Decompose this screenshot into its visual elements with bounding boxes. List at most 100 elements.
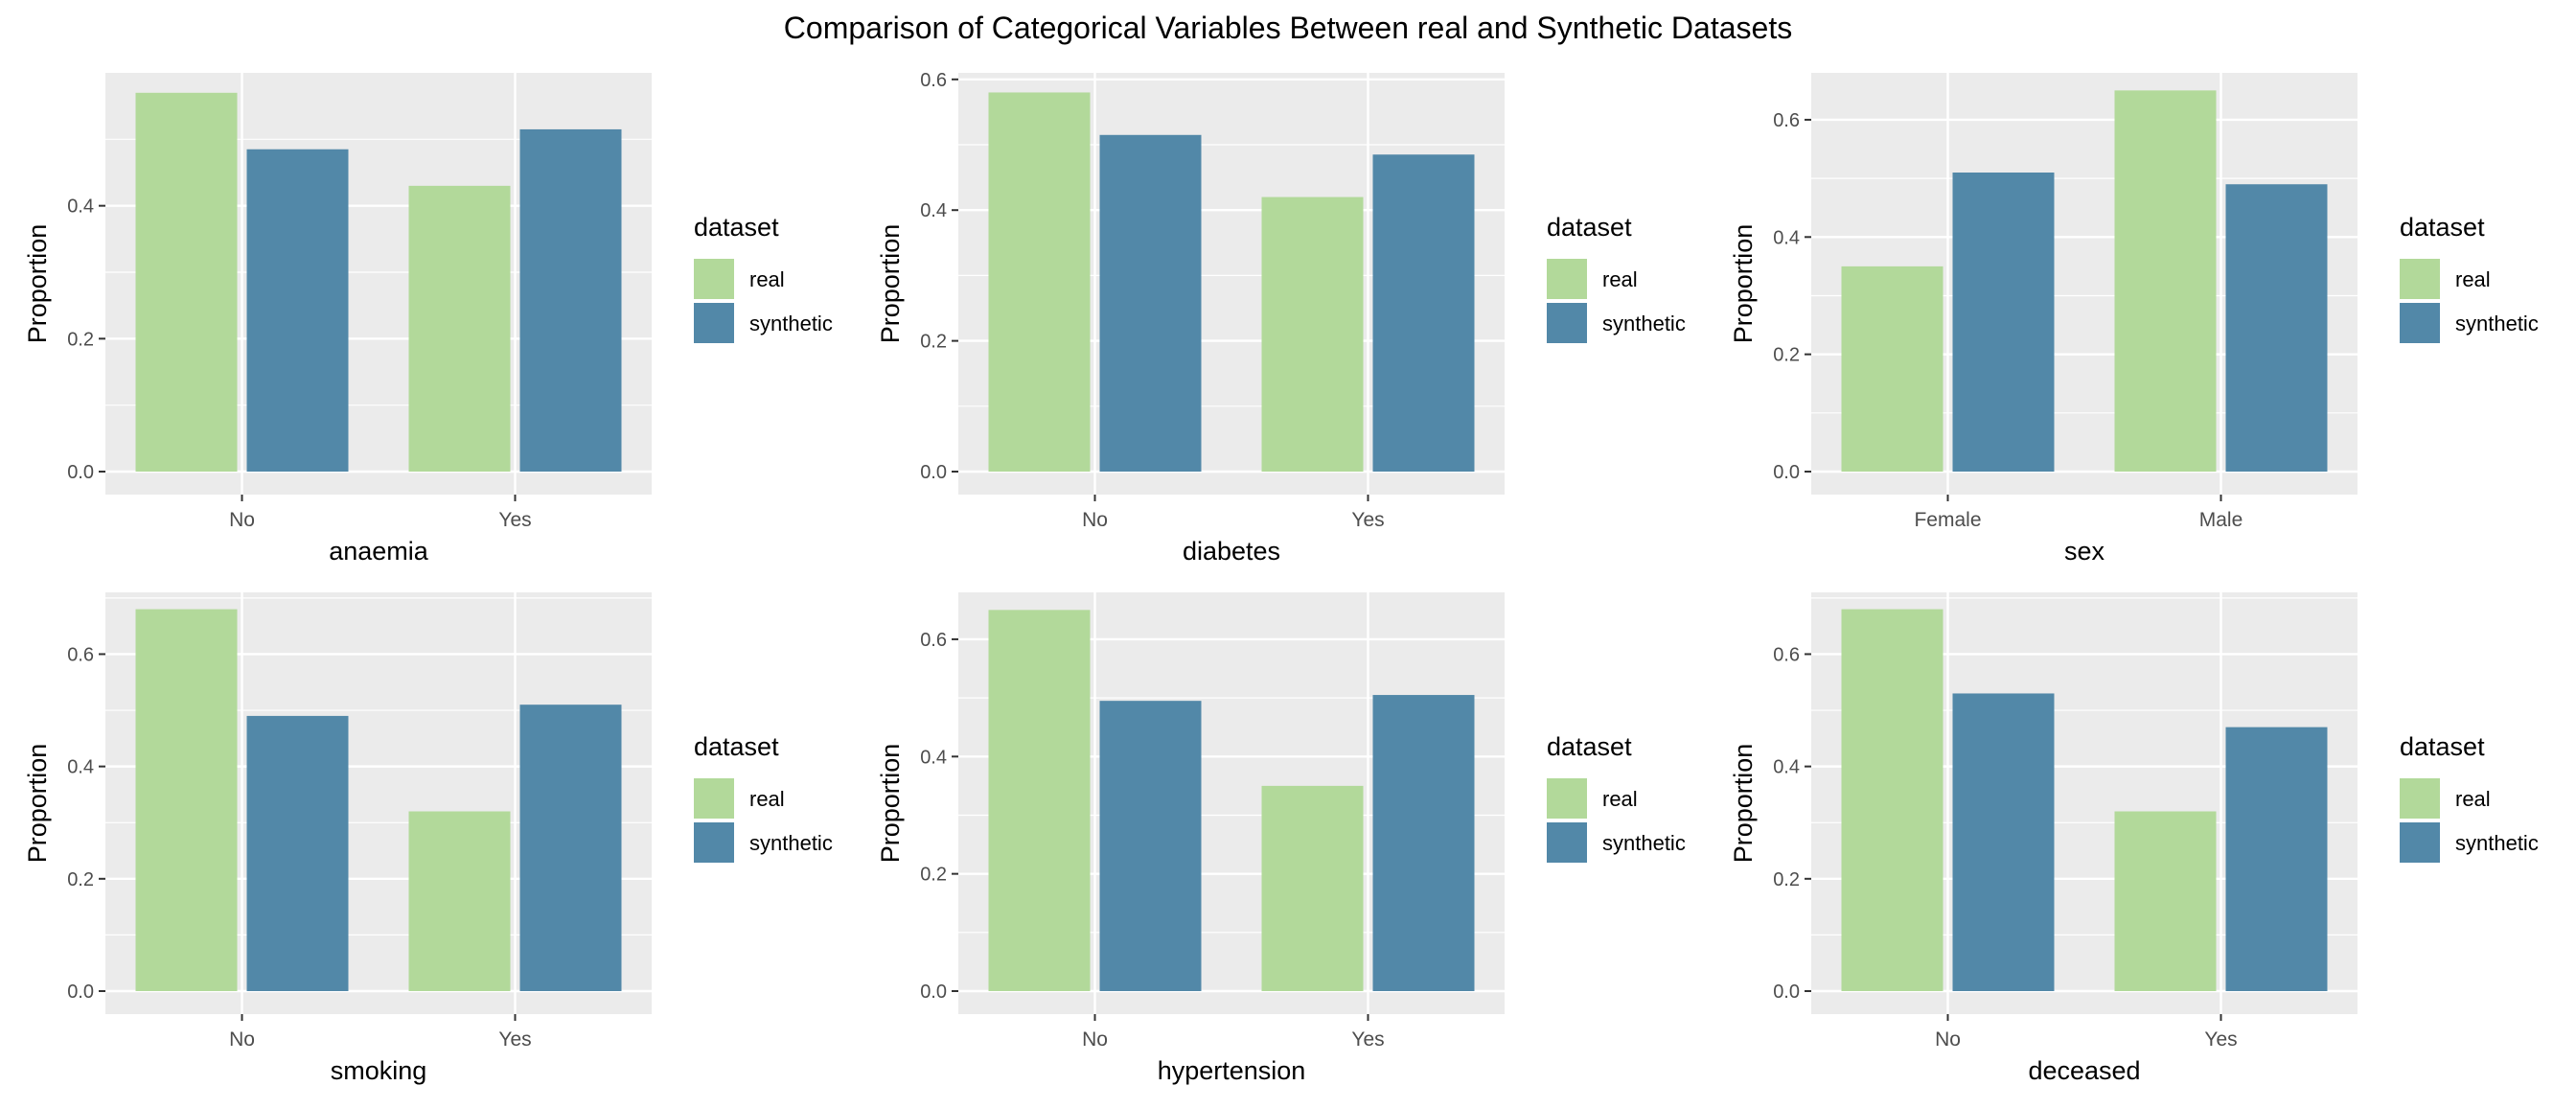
y-axis-label: Proportion: [876, 744, 905, 864]
bar-synthetic-yes: [1372, 695, 1475, 991]
legend-title: dataset: [2400, 213, 2485, 242]
legend-swatch-synthetic: [694, 822, 734, 863]
figure-title: Comparison of Categorical Variables Betw…: [784, 11, 1792, 45]
chart-panel-anaemia: 0.0 0.2 0.4 No Yes anaemia Proportion dataset re…: [23, 73, 833, 566]
y-tick-label: 0.0: [920, 982, 947, 1003]
y-axis-label: Proportion: [1729, 744, 1758, 864]
x-axis-label: deceased: [2028, 1056, 2140, 1085]
y-tick-label: 0.2: [1773, 869, 1800, 890]
legend-swatch-real: [2400, 778, 2440, 819]
y-tick-label: 0.4: [1773, 227, 1800, 248]
panels: 0.0 0.2 0.4 No Yes anaemia Proportion dataset re…: [23, 70, 2539, 1085]
chart-panel-deceased: 0.0 0.2 0.4 0.6 No Yes deceased Proportion datas…: [1729, 592, 2539, 1085]
x-axis-label: hypertension: [1158, 1056, 1306, 1085]
bar-real-yes: [408, 185, 511, 472]
y-tick-label: 0.4: [67, 196, 94, 218]
y-tick-label: 0.0: [67, 982, 94, 1003]
legend-label-real: real: [2455, 787, 2491, 811]
x-tick-label: Yes: [1351, 1028, 1384, 1051]
chart-panel-smoking: 0.0 0.2 0.4 0.6 No Yes smoking Proportion datase…: [23, 592, 833, 1085]
y-tick-label: 0.2: [920, 332, 947, 353]
bar-real-female: [1841, 266, 1944, 472]
bar-synthetic-no: [246, 715, 349, 991]
bar-synthetic-no: [1952, 693, 2055, 991]
bar-real-no: [1841, 609, 1944, 991]
x-tick-label: Yes: [2204, 1028, 2237, 1051]
bar-real-yes: [1261, 785, 1364, 991]
x-axis-label: sex: [2064, 537, 2105, 566]
chart-panel-hypertension: 0.0 0.2 0.4 0.6 No Yes hypertension Proportion d…: [876, 592, 1686, 1085]
bar-synthetic-male: [2225, 184, 2328, 472]
y-tick-label: 0.0: [67, 462, 94, 483]
chart-panel-sex: 0.0 0.2 0.4 0.6 Female Male sex Proportion datas…: [1729, 73, 2539, 566]
y-tick-label: 0.2: [1773, 345, 1800, 366]
y-tick-label: 0.2: [67, 869, 94, 890]
legend-label-synthetic: synthetic: [749, 312, 833, 335]
bar-real-no: [988, 610, 1091, 991]
legend-label-synthetic: synthetic: [1602, 312, 1686, 335]
y-axis-label: Proportion: [23, 224, 52, 344]
y-tick-label: 0.0: [1773, 462, 1800, 483]
y-tick-label: 0.4: [67, 757, 94, 778]
y-tick-label: 0.4: [920, 747, 947, 768]
x-tick-label: Yes: [498, 509, 531, 531]
y-axis-label: Proportion: [23, 744, 52, 864]
legend-label-synthetic: synthetic: [749, 831, 833, 855]
legend-swatch-real: [694, 259, 734, 299]
x-tick-label: No: [1082, 1028, 1108, 1051]
x-tick-label: Male: [2199, 509, 2243, 531]
y-tick-label: 0.4: [1773, 757, 1800, 778]
x-tick-label: No: [1935, 1028, 1961, 1051]
legend-swatch-real: [2400, 259, 2440, 299]
legend-label-synthetic: synthetic: [1602, 831, 1686, 855]
bar-synthetic-no: [246, 149, 349, 472]
bar-real-no: [135, 92, 238, 473]
legend-label-real: real: [1602, 787, 1638, 811]
bar-synthetic-yes: [519, 705, 622, 991]
bar-real-yes: [408, 811, 511, 991]
legend-swatch-synthetic: [694, 303, 734, 343]
x-tick-label: No: [229, 509, 255, 531]
y-tick-label: 0.2: [920, 865, 947, 886]
legend-swatch-real: [694, 778, 734, 819]
legend-swatch-synthetic: [1547, 822, 1587, 863]
legend-label-synthetic: synthetic: [2455, 831, 2539, 855]
x-tick-label: No: [229, 1028, 255, 1051]
legend-title: dataset: [694, 732, 779, 761]
x-axis-label: smoking: [331, 1056, 427, 1085]
legend-label-real: real: [749, 787, 785, 811]
legend-title: dataset: [2400, 732, 2485, 761]
y-axis-label: Proportion: [876, 224, 905, 344]
bar-synthetic-female: [1952, 173, 2055, 472]
legend-swatch-synthetic: [1547, 303, 1587, 343]
bar-real-male: [2114, 90, 2217, 473]
y-tick-label: 0.6: [1773, 644, 1800, 665]
bar-synthetic-no: [1099, 134, 1202, 473]
bar-real-no: [135, 609, 238, 991]
legend-label-real: real: [1602, 267, 1638, 291]
y-tick-label: 0.6: [67, 644, 94, 665]
y-axis-label: Proportion: [1729, 224, 1758, 344]
legend-title: dataset: [1547, 213, 1632, 242]
legend-swatch-real: [1547, 778, 1587, 819]
legend-label-real: real: [2455, 267, 2491, 291]
legend-label-synthetic: synthetic: [2455, 312, 2539, 335]
x-axis-label: diabetes: [1183, 537, 1280, 566]
legend-swatch-synthetic: [2400, 822, 2440, 863]
bar-real-yes: [1261, 196, 1364, 472]
bar-synthetic-no: [1099, 701, 1202, 991]
bar-real-yes: [2114, 811, 2217, 991]
x-tick-label: Yes: [1351, 509, 1384, 531]
legend-swatch-real: [1547, 259, 1587, 299]
x-tick-label: Yes: [498, 1028, 531, 1051]
y-tick-label: 0.6: [1773, 110, 1800, 131]
y-tick-label: 0.4: [920, 200, 947, 221]
x-tick-label: No: [1082, 509, 1108, 531]
x-axis-label: anaemia: [329, 537, 429, 566]
y-tick-label: 0.2: [67, 329, 94, 350]
legend-title: dataset: [694, 213, 779, 242]
legend-swatch-synthetic: [2400, 303, 2440, 343]
y-tick-label: 0.0: [1773, 982, 1800, 1003]
y-tick-label: 0.0: [920, 462, 947, 483]
